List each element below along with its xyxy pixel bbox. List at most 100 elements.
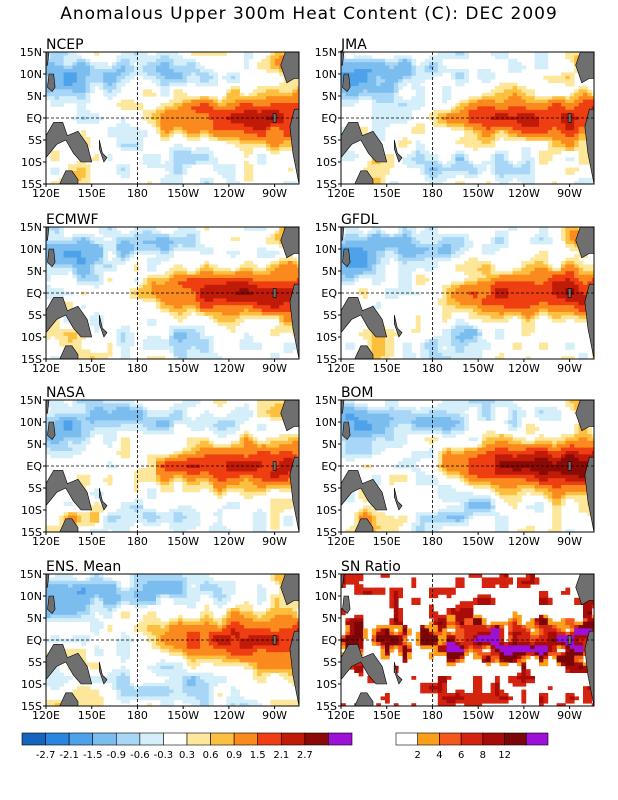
lat-tick-label: 5N	[322, 90, 337, 103]
lon-tick-label: 120W	[508, 362, 540, 375]
lat-tick-label: 5N	[27, 612, 42, 625]
lon-tick-label: 150E	[373, 535, 401, 548]
colorbar-label: -0.6	[130, 750, 150, 761]
lat-tick-label: 15N	[315, 568, 337, 581]
colorbar-swatch	[328, 732, 353, 746]
lon-tick-label: 180	[422, 362, 443, 375]
lat-tick-label: EQ	[26, 634, 42, 647]
lon-tick-label: 120E	[327, 709, 355, 722]
colorbar-swatch	[439, 732, 462, 746]
lat-tick-label: 15N	[315, 221, 337, 234]
lon-tick-label: 120E	[327, 362, 355, 375]
lat-tick-label: 15S	[21, 700, 42, 713]
colorbar-swatch	[45, 732, 70, 746]
lat-tick-label: 10S	[316, 331, 337, 344]
lat-tick-label: 5S	[323, 482, 337, 495]
colorbar-swatch	[525, 732, 549, 746]
colorbar-swatch	[92, 732, 117, 746]
colorbar-swatch	[139, 732, 164, 746]
lat-tick-label: 5N	[322, 265, 337, 278]
lon-tick-label: 180	[127, 535, 148, 548]
lat-tick-label: 10N	[315, 416, 337, 429]
figure-title: Anomalous Upper 300m Heat Content (C): D…	[60, 4, 558, 24]
lat-tick-label: 10S	[21, 504, 42, 517]
anomaly-colorbar: -2.7 -2.1 -1.5 -0.9 -0.6 -0.3 0.3 0.6 0.9 1.5 2.1 2…	[21, 732, 353, 761]
colorbar-label: -1.5	[83, 750, 103, 761]
lat-tick-label: EQ	[321, 112, 337, 125]
lon-tick-label: 150W	[462, 709, 494, 722]
lat-tick-label: 15S	[21, 353, 42, 366]
lat-tick-label: 5S	[28, 134, 42, 147]
lon-tick-label: 90W	[262, 709, 287, 722]
lon-tick-label: 120W	[508, 535, 540, 548]
colorbar-swatch	[395, 732, 419, 746]
colorbar-label: -2.7	[36, 750, 56, 761]
panel-title: NCEP	[46, 37, 84, 53]
lon-tick-label: 150W	[167, 709, 199, 722]
panel-title: JMA	[340, 37, 367, 53]
lat-tick-label: 5N	[322, 612, 337, 625]
lat-tick-label: 15N	[20, 568, 42, 581]
lon-tick-label: 120W	[213, 187, 245, 200]
field-shading	[46, 52, 299, 184]
lat-tick-label: 10N	[315, 590, 337, 603]
panel-title: SN Ratio	[341, 559, 401, 575]
colorbar-swatch	[210, 732, 235, 746]
lat-tick-label: 5S	[323, 656, 337, 669]
colorbar-label: -2.1	[59, 750, 79, 761]
lon-tick-label: 180	[422, 709, 443, 722]
lat-tick-label: 15S	[21, 178, 42, 191]
lat-tick-label: 10N	[20, 416, 42, 429]
colorbar-label: 0.3	[179, 750, 195, 761]
field-shading	[46, 227, 299, 359]
lon-tick-label: 150W	[167, 362, 199, 375]
lon-tick-label: 120E	[32, 362, 60, 375]
lon-tick-label: 180	[127, 362, 148, 375]
lat-tick-label: EQ	[321, 287, 337, 300]
lon-tick-label: 150W	[167, 187, 199, 200]
lat-tick-label: 15S	[316, 178, 337, 191]
colorbar-swatch	[68, 732, 94, 746]
lon-tick-label: 90W	[557, 362, 582, 375]
panel-title: BOM	[341, 385, 373, 401]
lat-tick-label: EQ	[321, 460, 337, 473]
lon-tick-label: 150W	[462, 535, 494, 548]
lat-tick-label: 5N	[27, 90, 42, 103]
lon-tick-label: 150E	[78, 362, 106, 375]
lat-tick-label: 15N	[20, 221, 42, 234]
field-shading	[341, 52, 594, 184]
lat-tick-label: 10S	[21, 678, 42, 691]
colorbar-label: 12	[498, 750, 511, 761]
lat-tick-label: 10N	[20, 590, 42, 603]
lat-tick-label: 10N	[315, 68, 337, 81]
lat-tick-label: 5N	[27, 438, 42, 451]
field-shading	[341, 400, 594, 532]
colorbar-label: 8	[480, 750, 486, 761]
lat-tick-label: 10S	[316, 156, 337, 169]
lon-tick-label: 120E	[32, 187, 60, 200]
lon-tick-label: 180	[422, 187, 443, 200]
lon-tick-label: 180	[127, 709, 148, 722]
lon-tick-label: 180	[127, 187, 148, 200]
lon-tick-label: 120E	[327, 535, 355, 548]
lat-tick-label: 10S	[316, 678, 337, 691]
colorbar-swatch	[482, 732, 505, 746]
colorbar-swatch	[257, 732, 282, 746]
lat-tick-label: 10N	[20, 243, 42, 256]
lat-tick-label: 5N	[322, 438, 337, 451]
colorbar-swatch	[304, 732, 329, 746]
panel-title: NASA	[46, 385, 85, 401]
lon-tick-label: 90W	[557, 535, 582, 548]
lon-tick-label: 180	[422, 535, 443, 548]
colorbar-label: 2.1	[273, 750, 289, 761]
lat-tick-label: 15N	[20, 394, 42, 407]
field-shading	[46, 574, 299, 706]
lon-tick-label: 150E	[373, 187, 401, 200]
